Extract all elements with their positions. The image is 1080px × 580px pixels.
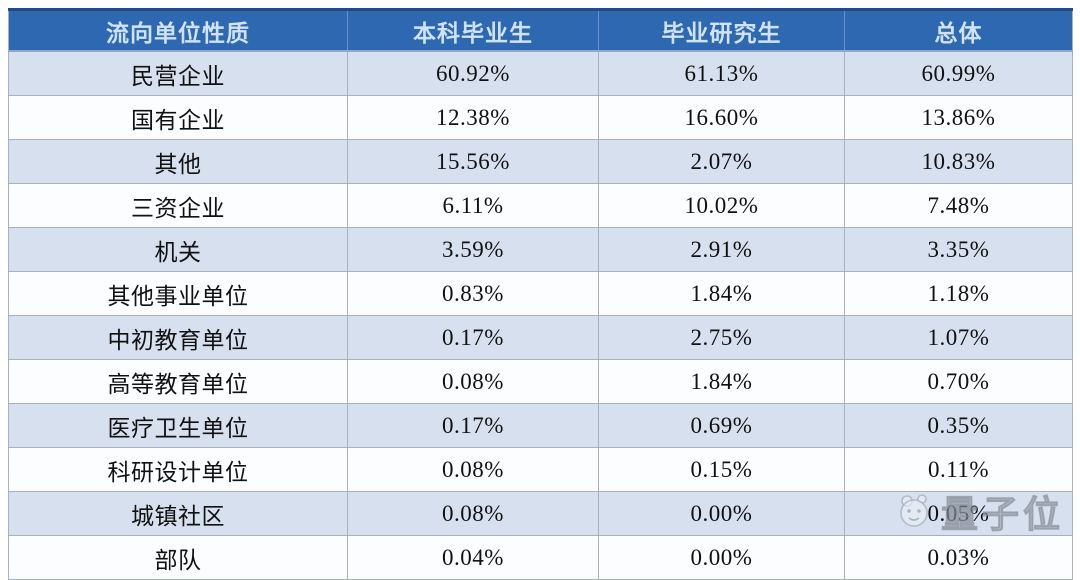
cell-value: 0.08% [347, 359, 599, 404]
row-label: 部队 [8, 535, 348, 580]
cell-value: 0.04% [347, 535, 599, 580]
table-row: 中初教育单位 0.17% 2.75% 1.07% [8, 315, 1073, 360]
cell-value: 2.07% [598, 139, 845, 184]
cell-value: 0.11% [844, 447, 1073, 492]
row-label: 医疗卫生单位 [8, 403, 348, 448]
cell-value: 13.86% [844, 95, 1073, 140]
cell-value: 1.07% [844, 315, 1073, 360]
cell-value: 1.18% [844, 271, 1073, 316]
cell-value: 1.84% [598, 271, 845, 316]
row-label: 其他事业单位 [8, 271, 348, 316]
table-row: 国有企业 12.38% 16.60% 13.86% [8, 95, 1073, 140]
table-row: 其他事业单位 0.83% 1.84% 1.18% [8, 271, 1073, 316]
row-label: 三资企业 [8, 183, 348, 228]
table-container: 流向单位性质 本科毕业生 毕业研究生 总体 民营企业 60.92% 61.13% 60… [8, 8, 1073, 580]
cell-value: 10.02% [598, 183, 845, 228]
table-row: 高等教育单位 0.08% 1.84% 0.70% [8, 359, 1073, 404]
row-label: 中初教育单位 [8, 315, 348, 360]
cell-value: 7.48% [844, 183, 1073, 228]
cell-value: 0.00% [598, 535, 845, 580]
table-row: 医疗卫生单位 0.17% 0.69% 0.35% [8, 403, 1073, 448]
row-label: 机关 [8, 227, 348, 272]
employment-destination-table: 流向单位性质 本科毕业生 毕业研究生 总体 民营企业 60.92% 61.13% 60… [8, 8, 1073, 580]
cell-value: 2.91% [598, 227, 845, 272]
cell-value: 2.75% [598, 315, 845, 360]
cell-value: 0.15% [598, 447, 845, 492]
cell-value: 0.08% [347, 491, 599, 536]
table-row: 科研设计单位 0.08% 0.15% 0.11% [8, 447, 1073, 492]
table-row: 其他 15.56% 2.07% 10.83% [8, 139, 1073, 184]
cell-value: 0.03% [844, 535, 1073, 580]
cell-value: 0.17% [347, 315, 599, 360]
table-header-row: 流向单位性质 本科毕业生 毕业研究生 总体 [8, 9, 1073, 52]
column-header-undergrad: 本科毕业生 [347, 9, 599, 52]
cell-value: 0.17% [347, 403, 599, 448]
table-row: 民营企业 60.92% 61.13% 60.99% [8, 50, 1073, 96]
cell-value: 12.38% [347, 95, 599, 140]
column-header-postgrad: 毕业研究生 [598, 9, 845, 52]
column-header-unit-type: 流向单位性质 [8, 9, 348, 52]
cell-value: 61.13% [598, 50, 845, 96]
table-body: 民营企业 60.92% 61.13% 60.99% 国有企业 12.38% 16.60% 13… [8, 50, 1073, 580]
cell-value: 0.08% [347, 447, 599, 492]
cell-value: 60.92% [347, 50, 599, 96]
cell-value: 16.60% [598, 95, 845, 140]
cell-value: 6.11% [347, 183, 599, 228]
table-row: 三资企业 6.11% 10.02% 7.48% [8, 183, 1073, 228]
cell-value: 3.59% [347, 227, 599, 272]
row-label: 城镇社区 [8, 491, 348, 536]
cell-value: 60.99% [844, 50, 1073, 96]
row-label: 民营企业 [8, 50, 348, 96]
row-label: 科研设计单位 [8, 447, 348, 492]
row-label: 国有企业 [8, 95, 348, 140]
table-row: 机关 3.59% 2.91% 3.35% [8, 227, 1073, 272]
cell-value: 0.35% [844, 403, 1073, 448]
table-row: 部队 0.04% 0.00% 0.03% [8, 535, 1073, 580]
cell-value: 0.69% [598, 403, 845, 448]
cell-value: 0.05% [844, 491, 1073, 536]
cell-value: 0.70% [844, 359, 1073, 404]
cell-value: 15.56% [347, 139, 599, 184]
row-label: 高等教育单位 [8, 359, 348, 404]
row-label: 其他 [8, 139, 348, 184]
cell-value: 10.83% [844, 139, 1073, 184]
table-row: 城镇社区 0.08% 0.00% 0.05% [8, 491, 1073, 536]
cell-value: 1.84% [598, 359, 845, 404]
cell-value: 3.35% [844, 227, 1073, 272]
column-header-overall: 总体 [844, 9, 1073, 52]
cell-value: 0.00% [598, 491, 845, 536]
cell-value: 0.83% [347, 271, 599, 316]
